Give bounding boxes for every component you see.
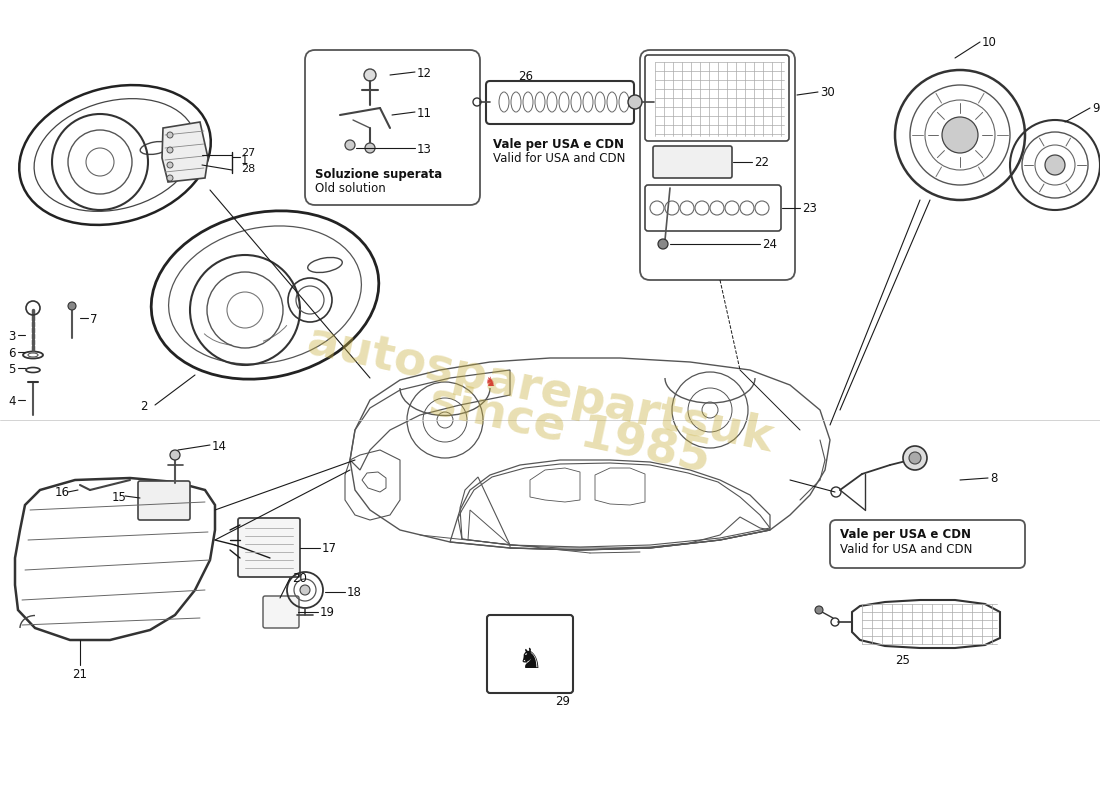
Circle shape (658, 239, 668, 249)
Text: since 1985: since 1985 (426, 378, 715, 482)
Text: 17: 17 (322, 542, 337, 555)
Circle shape (170, 450, 180, 460)
Circle shape (942, 117, 978, 153)
Text: 26: 26 (518, 70, 534, 83)
Circle shape (167, 175, 173, 181)
Text: 14: 14 (212, 440, 227, 453)
Text: 22: 22 (754, 156, 769, 169)
Circle shape (300, 585, 310, 595)
Circle shape (815, 606, 823, 614)
Text: 5: 5 (8, 363, 15, 376)
FancyBboxPatch shape (653, 146, 732, 178)
Circle shape (909, 452, 921, 464)
Text: ♞: ♞ (484, 375, 496, 389)
Text: 24: 24 (762, 238, 777, 251)
Text: 18: 18 (346, 586, 362, 599)
Text: ♞: ♞ (518, 646, 542, 674)
Text: 23: 23 (802, 202, 817, 215)
Text: 12: 12 (417, 67, 432, 80)
Text: 2: 2 (140, 400, 147, 413)
Text: 7: 7 (90, 313, 98, 326)
Text: 30: 30 (820, 86, 835, 99)
Text: 11: 11 (417, 107, 432, 120)
Circle shape (903, 446, 927, 470)
Text: 19: 19 (320, 606, 336, 619)
Text: 8: 8 (990, 472, 998, 485)
Text: 9: 9 (1092, 102, 1100, 115)
Circle shape (1045, 155, 1065, 175)
Polygon shape (162, 122, 208, 182)
FancyBboxPatch shape (238, 518, 300, 577)
Text: Old solution: Old solution (315, 182, 386, 195)
Text: 4: 4 (8, 395, 15, 408)
Text: Valid for USA and CDN: Valid for USA and CDN (493, 152, 626, 165)
Circle shape (167, 147, 173, 153)
Text: 6: 6 (8, 347, 15, 360)
Text: 15: 15 (112, 491, 126, 504)
Circle shape (365, 143, 375, 153)
Text: 1: 1 (241, 154, 249, 167)
FancyBboxPatch shape (138, 481, 190, 520)
Text: 27: 27 (241, 148, 255, 158)
FancyBboxPatch shape (263, 596, 299, 628)
Text: Vale per USA e CDN: Vale per USA e CDN (493, 138, 624, 151)
Circle shape (345, 140, 355, 150)
Text: Valid for USA and CDN: Valid for USA and CDN (840, 543, 972, 556)
Circle shape (68, 302, 76, 310)
Circle shape (167, 132, 173, 138)
Circle shape (364, 69, 376, 81)
Text: 20: 20 (292, 572, 307, 585)
Text: 13: 13 (417, 143, 432, 156)
Text: 10: 10 (982, 36, 997, 49)
Text: 16: 16 (55, 486, 70, 499)
Text: Vale per USA e CDN: Vale per USA e CDN (840, 528, 971, 541)
Circle shape (628, 95, 642, 109)
Text: 21: 21 (72, 668, 87, 681)
Text: 25: 25 (895, 654, 910, 667)
Text: Soluzione superata: Soluzione superata (315, 168, 442, 181)
Text: 29: 29 (556, 695, 570, 708)
Circle shape (167, 162, 173, 168)
Text: 28: 28 (241, 164, 255, 174)
Text: 3: 3 (8, 330, 15, 343)
Text: autosparepartsuk: autosparepartsuk (302, 318, 777, 462)
